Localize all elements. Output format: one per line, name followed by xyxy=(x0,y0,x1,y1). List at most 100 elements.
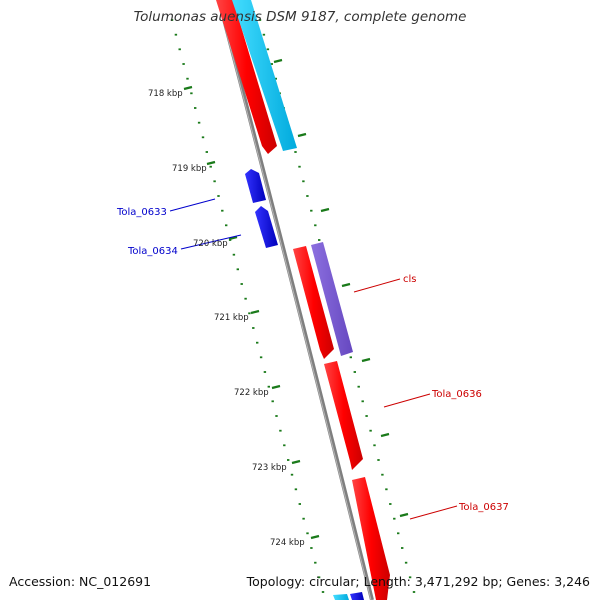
gene-label-tola-0634[interactable]: Tola_0634 xyxy=(127,246,178,257)
minor-tick-dot xyxy=(262,33,266,36)
minor-tick-dot xyxy=(401,547,404,549)
minor-tick-dot xyxy=(267,385,270,388)
genome-backbone xyxy=(217,0,374,600)
major-tick-718 xyxy=(183,85,193,91)
major-tick-723 xyxy=(291,459,301,465)
cds-feature-cyan-bottom xyxy=(333,594,349,600)
minor-tick-dot xyxy=(205,151,208,153)
tick-label-723: 723 kbp xyxy=(252,463,287,473)
tick-label-719: 719 kbp xyxy=(172,164,207,174)
minor-tick-dot xyxy=(228,239,232,241)
minor-tick-dot xyxy=(302,517,305,520)
major-tick-719 xyxy=(206,160,216,166)
minor-tick-dot xyxy=(225,224,228,227)
minor-tick-dot xyxy=(190,92,193,95)
minor-tick-dot xyxy=(221,209,224,212)
minor-tick-dot xyxy=(294,151,297,153)
minor-tick-dot xyxy=(361,400,364,403)
minor-tick-dot xyxy=(258,19,262,21)
minor-tick-dot xyxy=(317,576,321,579)
map-title: Tolumonas auensis DSM 9187, complete gen… xyxy=(133,9,467,25)
minor-tick-dot xyxy=(365,415,368,417)
minor-tick-dot xyxy=(174,33,178,36)
minor-tick-rail-right xyxy=(258,19,416,593)
reverse-strand-features xyxy=(245,169,278,248)
rna-feature-cls-purple xyxy=(311,242,353,356)
accession-text: Accession: NC_012691 xyxy=(9,574,152,589)
minor-tick-dot xyxy=(266,48,270,51)
gene-feature-blue-bottom xyxy=(350,592,364,600)
tick-label-720: 720 kbp xyxy=(193,239,228,249)
tick-label-718: 718 kbp xyxy=(148,89,183,99)
minor-tick-dot xyxy=(314,224,317,227)
minor-tick-dot xyxy=(270,63,273,65)
major-ticks-left xyxy=(183,85,320,540)
leader-tola-0636 xyxy=(383,393,431,408)
tick-label-722: 722 kbp xyxy=(234,388,269,398)
minor-tick-dot xyxy=(213,180,216,183)
major-ticks-right xyxy=(273,58,409,518)
major-tick-722 xyxy=(271,384,281,390)
tick-labels: 718 kbp 719 kbp 720 kbp 721 kbp 722 kbp … xyxy=(148,89,305,548)
minor-tick-dot xyxy=(252,327,255,329)
minor-tick-dot xyxy=(314,561,317,564)
minor-tick-dot xyxy=(302,180,305,183)
minor-tick-dot xyxy=(310,547,313,549)
minor-tick-dot xyxy=(298,503,301,505)
gene-label-tola-0633[interactable]: Tola_0633 xyxy=(116,207,167,218)
minor-tick-rail-left xyxy=(170,19,325,593)
leader-tola-0637 xyxy=(409,505,458,520)
minor-tick-dot xyxy=(287,459,290,461)
minor-tick-dot xyxy=(244,297,247,300)
major-tick-724 xyxy=(310,534,320,540)
minor-tick-dot xyxy=(201,136,205,139)
minor-tick-dot xyxy=(256,341,259,344)
gene-labels: Tola_0633 Tola_0634 cls Tola_0636 Tola_0… xyxy=(116,207,509,513)
minor-tick-dot xyxy=(263,371,267,373)
minor-tick-dot xyxy=(377,459,380,461)
tick-label-724: 724 kbp xyxy=(270,538,305,548)
minor-tick-dot xyxy=(349,356,352,359)
gene-label-tola-0637[interactable]: Tola_0637 xyxy=(458,502,509,513)
leader-tola-0634 xyxy=(180,234,242,250)
minor-tick-dot xyxy=(232,253,236,256)
gene-label-cls[interactable]: cls xyxy=(403,274,417,285)
leader-tola-0633 xyxy=(169,198,216,212)
minor-tick-dot xyxy=(310,209,313,212)
minor-tick-dot xyxy=(182,63,185,65)
minor-tick-dot xyxy=(389,503,392,505)
minor-tick-dot xyxy=(373,444,376,447)
minor-tick-dot xyxy=(318,239,321,241)
gene-feature-tola-0633 xyxy=(245,169,266,203)
minor-tick-dot xyxy=(290,473,294,476)
gene-feature-red-top xyxy=(216,0,277,154)
major-tick-721 xyxy=(250,309,260,315)
minor-tick-dot xyxy=(306,532,309,535)
minor-tick-dot xyxy=(321,591,325,593)
minor-tick-dot xyxy=(271,400,274,403)
gene-feature-tola-0634 xyxy=(255,206,278,248)
gene-label-leaders xyxy=(169,198,458,520)
major-tick-720 xyxy=(228,235,238,241)
minor-tick-dot xyxy=(397,532,400,535)
minor-tick-dot xyxy=(412,591,416,593)
gene-feature-tola-0636 xyxy=(324,361,363,470)
minor-tick-dot xyxy=(306,195,309,197)
minor-tick-dot xyxy=(248,312,251,315)
minor-tick-dot xyxy=(236,268,239,271)
minor-tick-dot xyxy=(274,77,277,80)
minor-tick-dot xyxy=(259,356,263,359)
genome-summary-text: Topology: circular; Length: 3,471,292 bp… xyxy=(246,574,590,589)
minor-tick-dot xyxy=(240,283,243,285)
minor-tick-dot xyxy=(404,561,408,564)
minor-tick-dot xyxy=(197,121,201,124)
minor-tick-dot xyxy=(369,429,372,432)
gene-feature-tola-0637 xyxy=(352,477,390,600)
minor-tick-dot xyxy=(170,19,174,21)
cds-feature-cyan-top xyxy=(232,0,297,151)
minor-tick-dot xyxy=(294,488,298,491)
gene-label-tola-0636[interactable]: Tola_0636 xyxy=(431,389,482,400)
minor-tick-dot xyxy=(217,195,220,197)
